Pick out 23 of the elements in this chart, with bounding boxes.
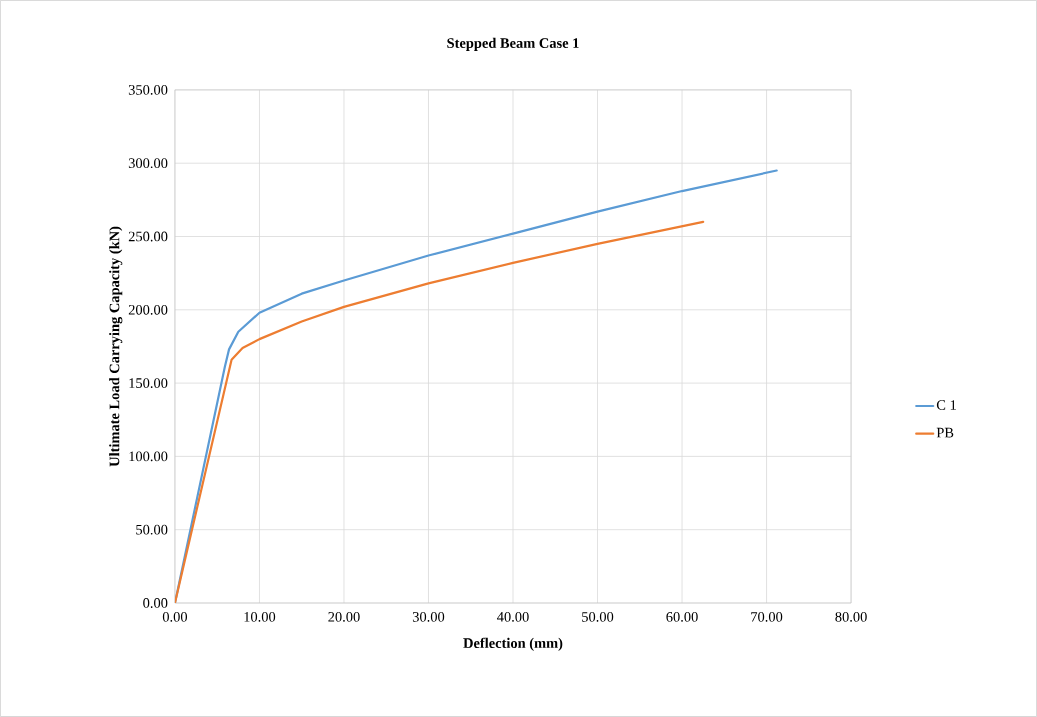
y-tick-label: 150.00 xyxy=(129,378,168,389)
y-tick-label: 100.00 xyxy=(129,451,168,462)
y-tick-label: 350.00 xyxy=(128,85,168,95)
legend-label: C 1 xyxy=(936,400,956,410)
y-tick-label: 50.00 xyxy=(136,524,168,535)
x-axis-title: Deflection (mm) xyxy=(463,637,563,651)
y-tick-label: 250.00 xyxy=(128,231,168,242)
chart-title: Stepped Beam Case 1 xyxy=(447,37,579,51)
line-series xyxy=(174,220,705,604)
x-tick-label: 20.00 xyxy=(328,612,360,622)
legend-label: PB xyxy=(936,427,954,438)
y-axis-title: Ultimate Load Carrying Capacity (kN) xyxy=(109,226,123,467)
y-tick-label: 0.00 xyxy=(143,598,168,608)
y-tick-label: 300.00 xyxy=(128,158,168,169)
y-tick-label: 200.00 xyxy=(128,304,168,315)
x-tick-label: 60.00 xyxy=(666,612,698,622)
x-tick-label: 0.00 xyxy=(162,612,188,622)
x-tick-label: 70.00 xyxy=(751,612,783,622)
x-tick-label: 40.00 xyxy=(497,612,529,622)
x-tick-label: 30.00 xyxy=(412,612,445,622)
x-tick-label: 10.00 xyxy=(244,612,276,622)
x-tick-label: 80.00 xyxy=(835,612,867,622)
x-tick-label: 50.00 xyxy=(582,612,614,622)
